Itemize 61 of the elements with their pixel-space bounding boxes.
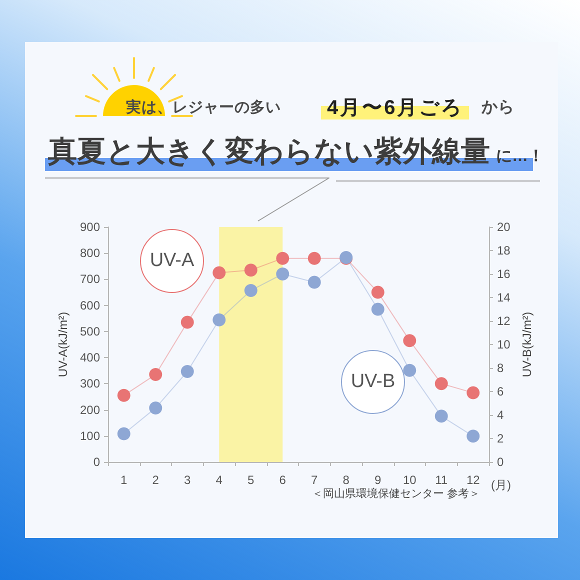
- point: [466, 386, 480, 400]
- y-tick-label: 600: [80, 298, 100, 312]
- x-tick-label: 1: [120, 473, 128, 487]
- x-tick-label: 10: [402, 473, 417, 487]
- point: [117, 427, 130, 440]
- y-tick-label: 800: [80, 246, 100, 260]
- x-tick-label: 7: [311, 473, 318, 487]
- point: [434, 377, 448, 390]
- point: [180, 316, 194, 329]
- y-tick-label: 0: [93, 455, 100, 469]
- point: [212, 266, 226, 280]
- x-tick-label: 2: [152, 473, 160, 487]
- y2-tick-label: 2: [497, 432, 504, 446]
- point: [276, 252, 290, 265]
- point: [403, 364, 416, 377]
- series-label: UV-B: [350, 371, 396, 393]
- point: [180, 365, 194, 378]
- y2-tick-label: 4: [497, 408, 504, 422]
- y2-axis-title: UV-B(kJ/m²): [520, 312, 534, 378]
- y2-tick-label: 16: [497, 267, 511, 281]
- y-tick-label: 300: [80, 376, 100, 391]
- x-tick-label: 5: [248, 473, 255, 487]
- x-tick-label: 8: [342, 473, 350, 487]
- y2-tick-label: 20: [497, 220, 511, 234]
- point: [212, 313, 226, 326]
- point: [244, 284, 258, 297]
- series-label: UV-A: [150, 250, 194, 272]
- x-tick-label: 12: [466, 473, 480, 487]
- y-tick-label: 200: [80, 402, 100, 417]
- point: [308, 252, 321, 265]
- y-tick-label: 100: [80, 428, 100, 443]
- x-tick-label: 4: [216, 473, 223, 487]
- x-tick-label: 6: [279, 473, 286, 487]
- y-tick-label: 500: [80, 324, 100, 338]
- text: ＜岡山県環境保健センター 参考＞: [312, 487, 480, 500]
- point: [403, 334, 416, 348]
- point: [276, 268, 290, 280]
- y-tick-label: 700: [80, 272, 100, 286]
- point: [434, 410, 448, 423]
- x-tick-label: 3: [184, 473, 192, 487]
- y2-tick-label: 6: [497, 384, 504, 398]
- y2-tick-label: 8: [497, 361, 504, 375]
- point: [149, 401, 162, 414]
- y-tick-label: 900: [80, 220, 100, 234]
- x-tick-label: 9: [374, 473, 382, 487]
- point: [371, 302, 384, 316]
- point: [244, 264, 258, 277]
- y2-tick-label: 0: [497, 455, 504, 469]
- x-tick-label: 11: [435, 473, 448, 487]
- x-axis-title: (月): [491, 478, 511, 492]
- point: [371, 286, 384, 299]
- point: [149, 368, 162, 382]
- y-axis-title: UV-A(kJ/m²): [56, 312, 70, 378]
- point: [117, 388, 130, 402]
- point: [308, 276, 321, 289]
- y2-tick-label: 10: [497, 338, 511, 352]
- y-tick-label: 400: [80, 350, 100, 365]
- y2-tick-label: 14: [497, 290, 511, 304]
- point: [466, 430, 480, 443]
- y2-tick-label: 12: [497, 314, 511, 328]
- y2-tick-label: 18: [497, 244, 511, 258]
